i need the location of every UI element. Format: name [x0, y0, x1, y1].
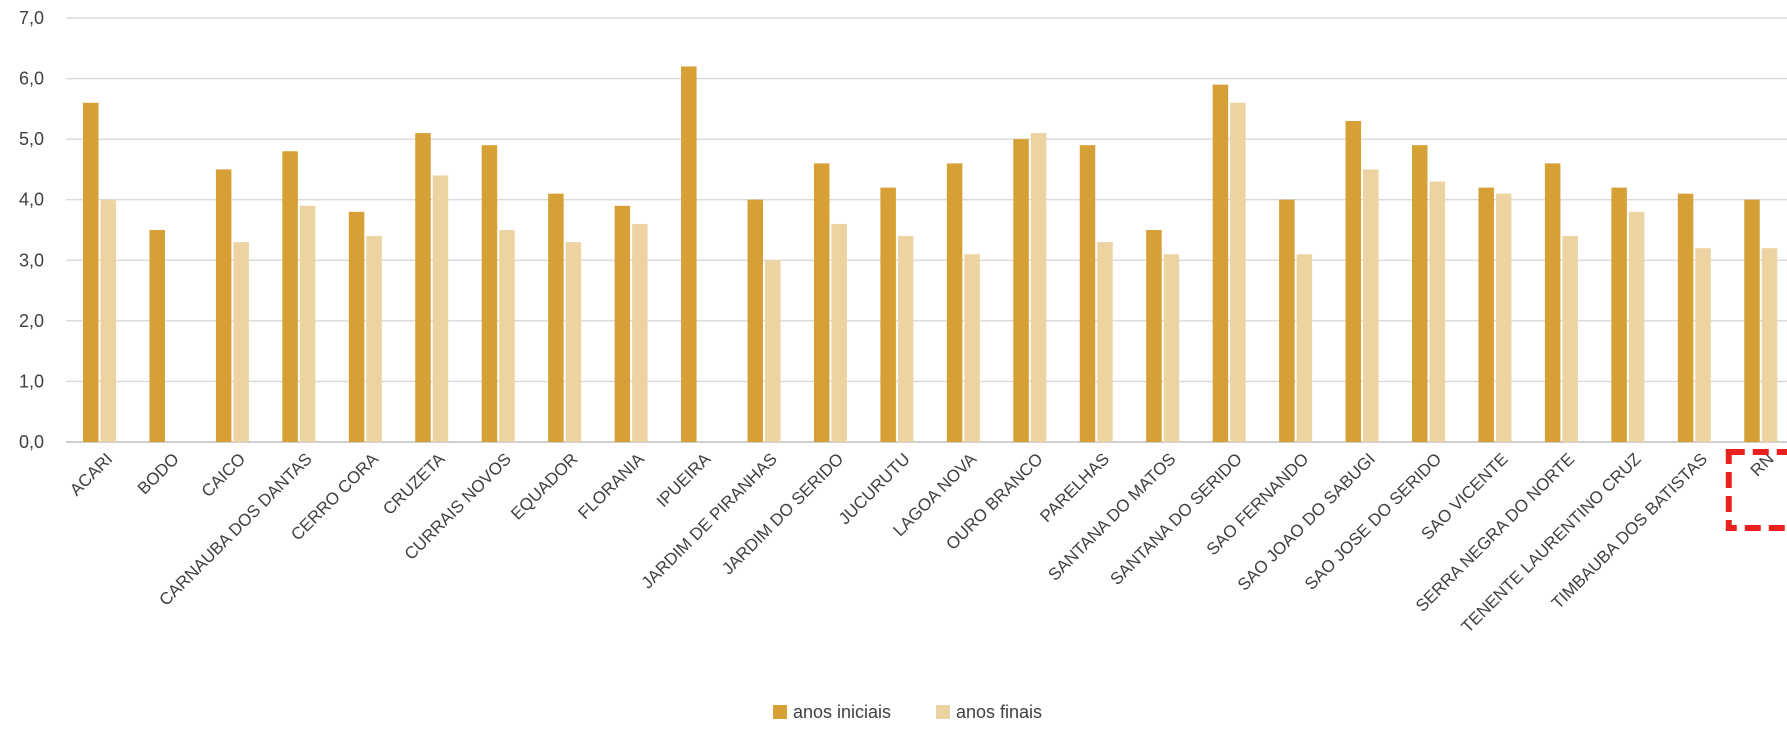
x-tick-label: FLORANIA — [574, 449, 648, 523]
x-tick-label: ACARI — [66, 449, 116, 499]
bar-anos-iniciais — [681, 66, 697, 442]
bar-anos-iniciais — [1146, 230, 1162, 442]
y-tick-label: 7,0 — [19, 8, 44, 28]
bars — [83, 66, 1778, 443]
bar-anos-iniciais — [1478, 187, 1494, 442]
bar-anos-iniciais — [282, 151, 298, 442]
bar-anos-iniciais — [1279, 199, 1295, 442]
x-tick-label: IPUEIRA — [653, 449, 715, 511]
y-tick-label: 1,0 — [19, 371, 44, 391]
bar-anos-finais — [100, 199, 116, 442]
bar-anos-iniciais — [415, 133, 431, 443]
legend-swatch — [936, 705, 950, 719]
x-tick-label: SAO JOSE DO SERIDO — [1301, 449, 1445, 593]
bar-anos-iniciais — [481, 145, 498, 442]
legend: anos iniciais anos finais — [773, 702, 1042, 722]
bar-anos-iniciais — [614, 205, 631, 442]
bar-anos-finais — [964, 254, 980, 442]
bar-anos-iniciais — [83, 102, 99, 443]
bar-anos-iniciais — [1079, 145, 1096, 442]
bar-anos-iniciais — [1412, 145, 1428, 442]
bar-anos-finais — [1363, 169, 1379, 442]
bar-anos-iniciais — [1212, 84, 1229, 442]
bar-anos-iniciais — [813, 163, 830, 442]
x-tick-label: SAO JOAO DO SABUGI — [1234, 449, 1379, 594]
bar-anos-iniciais — [1544, 163, 1561, 442]
bar-anos-iniciais — [1345, 120, 1362, 442]
bar-anos-finais — [233, 242, 249, 442]
x-tick-label: CRUZETA — [379, 449, 449, 519]
bar-anos-finais — [1429, 181, 1445, 443]
bar-anos-finais — [366, 236, 382, 442]
bar-anos-finais — [299, 205, 316, 442]
bar-anos-finais — [1296, 254, 1313, 442]
bar-anos-iniciais — [149, 230, 165, 442]
bar-anos-finais — [432, 175, 449, 442]
bar-anos-finais — [1761, 248, 1778, 442]
bar-anos-finais — [632, 223, 648, 442]
bar-anos-finais — [1628, 211, 1645, 442]
y-tick-label: 4,0 — [19, 190, 44, 210]
bar-anos-finais — [897, 236, 914, 442]
x-tick-label: JARDIM DO SERIDO — [718, 449, 847, 578]
bar-anos-finais — [499, 230, 515, 442]
bar-anos-iniciais — [1744, 199, 1760, 442]
y-tick-label: 0,0 — [19, 432, 44, 452]
x-tick-label: SANTANA DO SERIDO — [1107, 449, 1246, 588]
highlight-box — [1725, 449, 1787, 531]
bar-anos-finais — [1495, 193, 1512, 442]
y-tick-label: 2,0 — [19, 311, 44, 331]
bar-anos-finais — [1562, 236, 1578, 442]
legend-label: anos iniciais — [793, 702, 891, 722]
bar-anos-finais — [565, 242, 582, 442]
bar-anos-finais — [1163, 254, 1180, 442]
bar-anos-iniciais — [946, 163, 963, 442]
x-tick-label: SANTANA DO MATOS — [1045, 449, 1180, 584]
bar-anos-finais — [831, 223, 847, 442]
bar-anos-finais — [1097, 242, 1113, 442]
bar-anos-iniciais — [880, 187, 896, 442]
bar-anos-finais — [765, 260, 781, 442]
bar-anos-finais — [1030, 133, 1047, 443]
y-tick-label: 5,0 — [19, 129, 44, 149]
x-tick-label: CAICO — [198, 449, 250, 501]
x-tick-label: EQUADOR — [507, 449, 581, 523]
highlight-rectangle — [1725, 449, 1787, 531]
bar-anos-iniciais — [1013, 139, 1029, 442]
y-axis: 0,0 1,0 2,0 3,0 4,0 5,0 6,0 7,0 — [19, 8, 44, 452]
legend-label: anos finais — [956, 702, 1042, 722]
bar-anos-finais — [1230, 102, 1246, 443]
y-tick-label: 3,0 — [19, 250, 44, 270]
x-tick-label: BODO — [134, 449, 183, 498]
bar-anos-iniciais — [1611, 187, 1627, 442]
y-tick-label: 6,0 — [19, 69, 44, 89]
legend-swatch — [773, 705, 787, 719]
bar-anos-iniciais — [548, 193, 564, 442]
bar-anos-finais — [1695, 248, 1711, 442]
x-tick-label: JARDIM DE PIRANHAS — [638, 449, 781, 592]
bar-anos-iniciais — [348, 211, 365, 442]
bar-anos-iniciais — [215, 169, 232, 442]
gridlines — [66, 17, 1787, 443]
bar-anos-iniciais — [1677, 193, 1694, 442]
bar-anos-iniciais — [747, 199, 763, 442]
